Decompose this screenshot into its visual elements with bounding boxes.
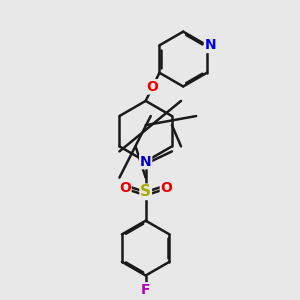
Text: O: O [160,181,172,195]
Text: S: S [140,184,151,199]
Text: N: N [205,38,216,52]
Text: O: O [119,181,131,195]
Text: F: F [141,283,150,297]
Text: O: O [147,80,158,94]
Text: N: N [140,154,152,169]
